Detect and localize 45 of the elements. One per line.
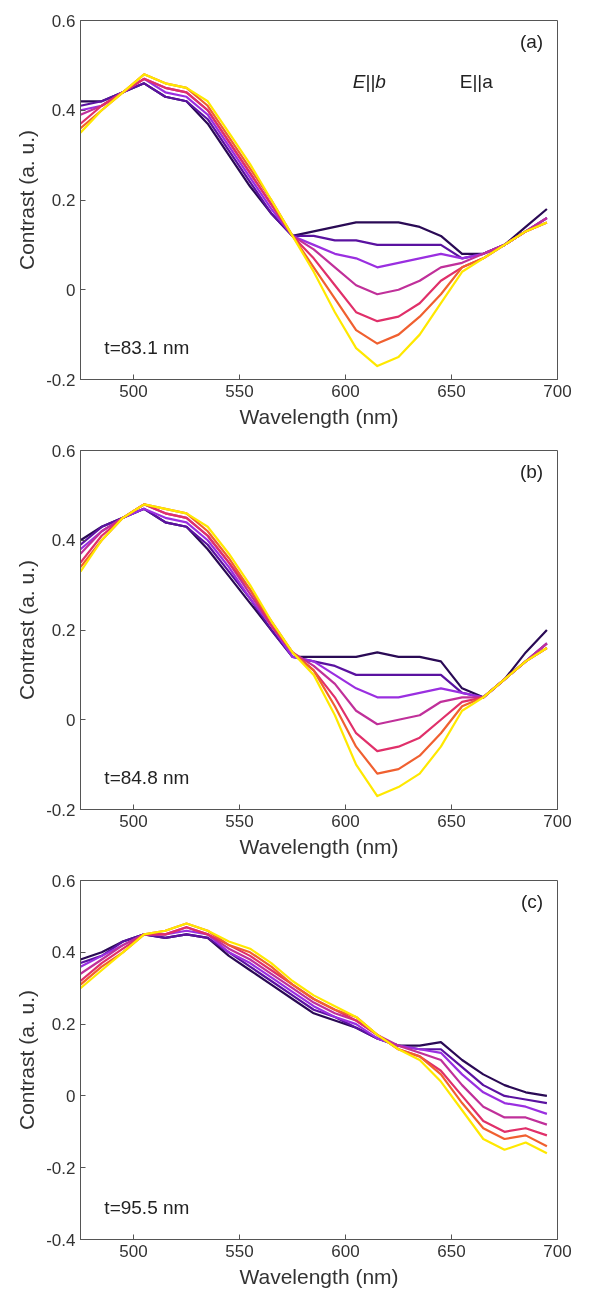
annotation: t=95.5 nm	[104, 1196, 190, 1218]
y-tick-label: 0.6	[51, 11, 76, 31]
x-tick-label: 650	[437, 1241, 466, 1261]
x-tick-label: 700	[543, 1241, 572, 1261]
y-tick-label: -0.2	[46, 800, 76, 820]
y-tick-label: 0	[66, 1086, 76, 1106]
x-tick-label: 650	[437, 811, 466, 831]
annotation: t=83.1 nm	[104, 336, 190, 358]
annotation: E||a	[459, 71, 494, 93]
x-tick-label: 500	[119, 811, 148, 831]
x-tick-label: 700	[543, 381, 572, 401]
annotation: E||b	[352, 71, 386, 93]
annotation: t=84.8 nm	[104, 766, 190, 788]
y-tick-label: 0.4	[51, 531, 76, 551]
x-tick-label: 500	[119, 381, 148, 401]
y-tick-label: 0.6	[51, 441, 76, 461]
x-tick-label: 550	[225, 381, 254, 401]
x-axis-title: Wavelength (nm)	[239, 834, 399, 858]
x-tick-label: 650	[437, 381, 466, 401]
y-tick-label: 0.2	[51, 1015, 76, 1035]
annotation: (c)	[521, 891, 544, 913]
y-tick-label: -0.2	[46, 370, 76, 390]
y-tick-label: 0.4	[51, 101, 76, 121]
x-tick-label: 500	[119, 1241, 148, 1261]
x-axis-title: Wavelength (nm)	[239, 404, 399, 428]
y-axis-title: Contrast (a. u.)	[15, 989, 39, 1131]
y-tick-label: 0	[66, 710, 76, 730]
x-tick-label: 600	[331, 1241, 360, 1261]
y-tick-label: 0.4	[51, 943, 76, 963]
x-tick-label: 600	[331, 381, 360, 401]
x-tick-label: 550	[225, 1241, 254, 1261]
annotation: (b)	[519, 461, 544, 483]
y-tick-label: 0.2	[51, 621, 76, 640]
annotation: (a)	[519, 31, 544, 53]
y-tick-label: 0	[66, 280, 76, 300]
y-tick-label: 0.6	[51, 871, 76, 891]
y-tick-label: 0.2	[51, 191, 76, 210]
x-tick-label: 600	[331, 811, 360, 831]
y-tick-label: -0.4	[46, 1230, 76, 1250]
y-tick-label: -0.2	[46, 1158, 76, 1178]
y-axis-title: Contrast (a. u.)	[15, 129, 39, 271]
x-axis-title: Wavelength (nm)	[239, 1264, 399, 1288]
x-tick-label: 700	[543, 811, 572, 831]
y-axis-title: Contrast (a. u.)	[15, 559, 39, 701]
x-tick-label: 550	[225, 811, 254, 831]
